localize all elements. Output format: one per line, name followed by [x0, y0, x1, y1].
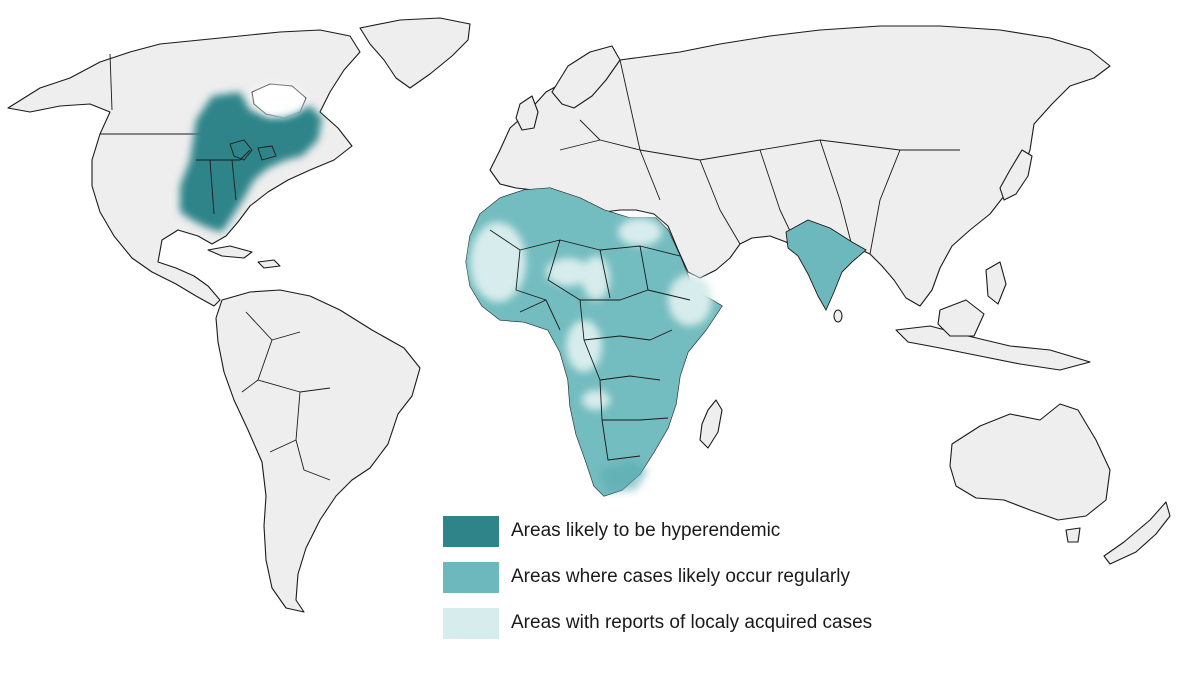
africa-borders	[489, 229, 691, 461]
legend-item-regular: Areas where cases likely occur regularly	[443, 560, 923, 594]
legend-swatch-regular	[443, 561, 499, 593]
eurasia-landmass	[489, 25, 1111, 307]
legend-swatch-hyperendemic	[443, 515, 499, 547]
south-america-landmass	[215, 289, 421, 613]
legend-item-reported: Areas with reports of localy acquired ca…	[443, 606, 923, 640]
sri-lanka	[833, 309, 843, 323]
greenland	[359, 17, 471, 89]
scandinavia	[551, 45, 621, 109]
hispaniola	[257, 259, 281, 269]
cuba	[207, 245, 253, 259]
philippines	[985, 261, 1007, 305]
india-region	[785, 219, 867, 311]
legend-swatch-reported	[443, 607, 499, 639]
borneo	[937, 299, 985, 337]
hyperendemic-region	[180, 84, 322, 232]
north-america-landmass	[7, 29, 361, 307]
madagascar	[699, 399, 723, 449]
alaska-border	[109, 53, 113, 111]
australia	[949, 403, 1111, 521]
south-america-borders	[241, 311, 331, 481]
eurasia-borders	[559, 59, 960, 255]
tasmania	[1065, 527, 1081, 543]
map-legend: Areas likely to be hyperendemic Areas wh…	[443, 514, 923, 652]
new-zealand	[1103, 501, 1171, 565]
legend-label-reported: Areas with reports of localy acquired ca…	[511, 612, 873, 633]
indonesia	[895, 325, 1091, 371]
japan	[999, 149, 1033, 201]
legend-label-hyperendemic: Areas likely to be hyperendemic	[511, 520, 781, 541]
legend-item-hyperendemic: Areas likely to be hyperendemic	[443, 514, 923, 548]
uk	[515, 95, 539, 131]
legend-label-regular: Areas where cases likely occur regularly	[511, 566, 850, 587]
